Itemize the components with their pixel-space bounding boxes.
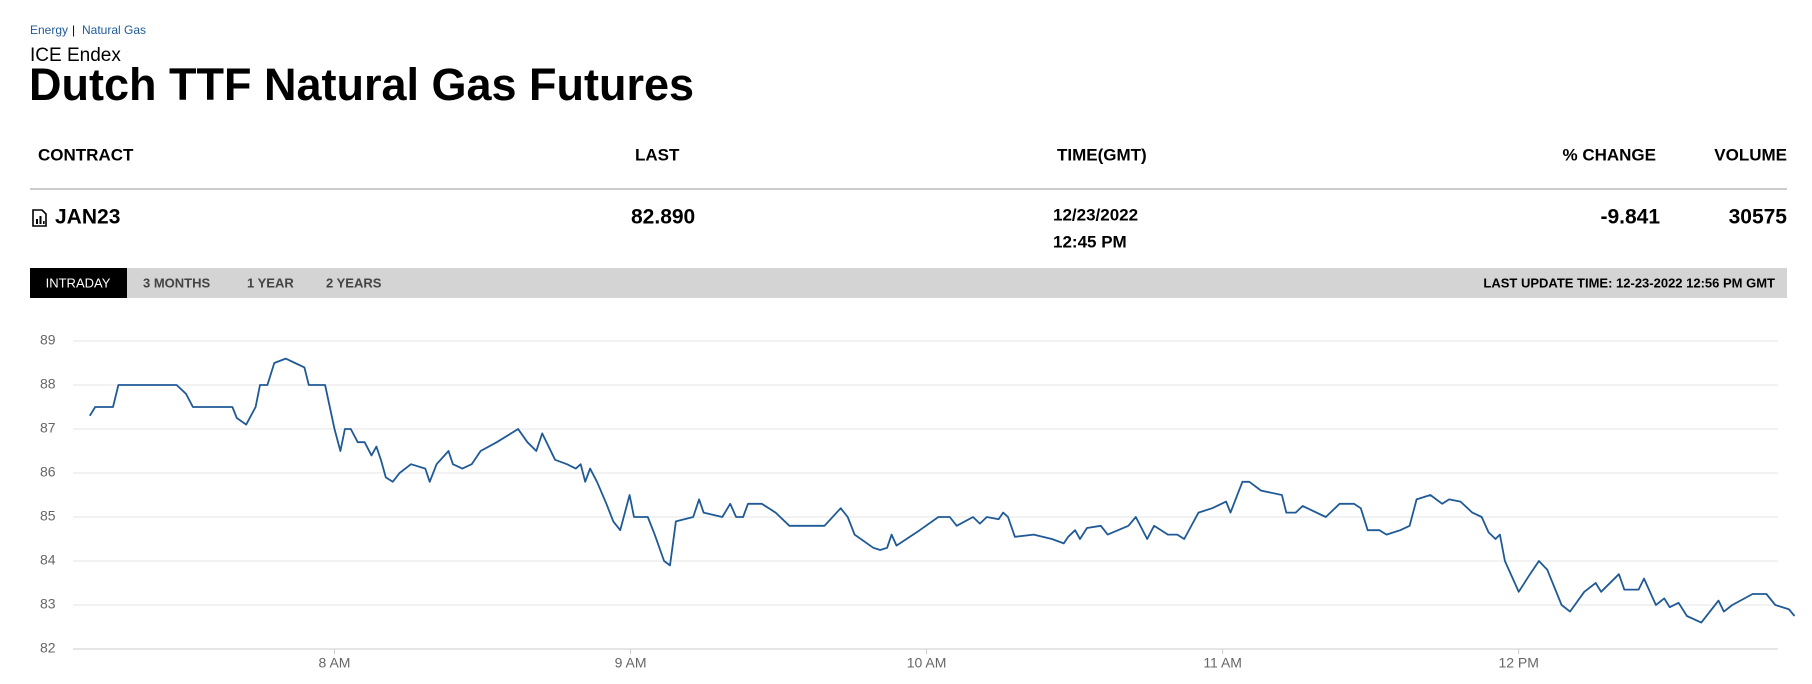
page-title: Dutch TTF Natural Gas Futures xyxy=(29,59,694,110)
y-tick-label: 89 xyxy=(40,332,56,348)
y-tick-label: 88 xyxy=(40,376,56,392)
y-tick-label: 83 xyxy=(40,596,56,612)
y-tick-label: 85 xyxy=(40,508,56,524)
tab[interactable]: 2 YEARS xyxy=(326,275,382,290)
last-price: 82.890 xyxy=(631,206,695,229)
column-header: CONTRACT xyxy=(38,145,134,164)
column-header: % CHANGE xyxy=(1562,145,1656,164)
trade-time: 12:45 PM xyxy=(1053,232,1127,251)
breadcrumb-link[interactable]: Natural Gas xyxy=(82,23,146,37)
percent-change: -9.841 xyxy=(1600,206,1660,229)
column-header: LAST xyxy=(635,145,680,164)
x-tick-label: 11 AM xyxy=(1203,655,1242,671)
x-tick-label: 10 AM xyxy=(907,655,947,671)
price-line xyxy=(89,357,1796,624)
y-tick-label: 84 xyxy=(40,552,56,568)
x-tick-label: 12 PM xyxy=(1498,655,1538,671)
contract[interactable]: JAN23 xyxy=(55,206,120,229)
tab-bar xyxy=(30,268,1787,298)
tab[interactable]: INTRADAY xyxy=(46,275,111,290)
y-tick-label: 87 xyxy=(40,420,56,436)
column-header: TIME(GMT) xyxy=(1057,145,1147,164)
y-tick-label: 82 xyxy=(40,640,56,656)
y-tick-label: 86 xyxy=(40,464,56,480)
x-tick-label: 8 AM xyxy=(319,655,351,671)
chart-icon[interactable] xyxy=(32,209,47,227)
tab[interactable]: 1 YEAR xyxy=(247,275,294,290)
column-header: VOLUME xyxy=(1714,145,1787,164)
tab[interactable]: 3 MONTHS xyxy=(143,275,211,290)
trade-date: 12/23/2022 xyxy=(1053,205,1138,224)
breadcrumb-link[interactable]: Energy xyxy=(30,23,68,37)
last-update: LAST UPDATE TIME: 12-23-2022 12:56 PM GM… xyxy=(1483,275,1775,290)
breadcrumb-separator: | xyxy=(72,23,75,37)
exchange: ICE Endex xyxy=(30,45,121,66)
active-tab[interactable] xyxy=(30,268,127,298)
x-tick-label: 9 AM xyxy=(615,655,647,671)
volume: 30575 xyxy=(1729,206,1788,229)
chart: 82 83 84 85 86 87 88 89 8 AM 9 AM 10 AM 11 AM 12 PM xyxy=(40,332,1796,671)
